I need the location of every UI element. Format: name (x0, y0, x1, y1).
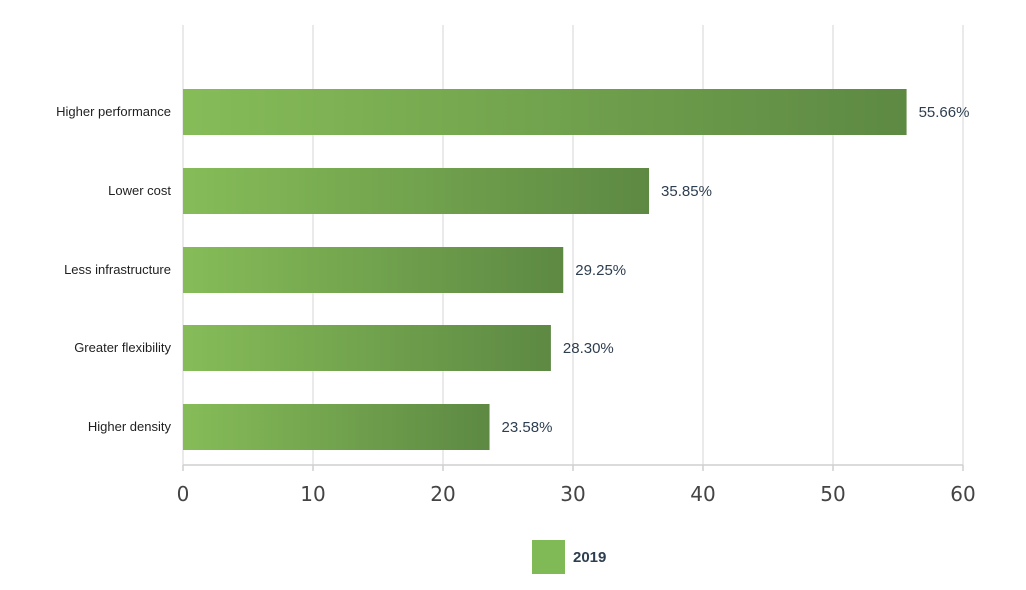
category-label-lower-cost: Lower cost (108, 183, 171, 198)
value-label-greater-flexibility: 28.30% (563, 340, 614, 357)
legend-label-2019: 2019 (573, 549, 606, 566)
bar-less-infrastructure[interactable] (183, 247, 564, 293)
value-label-lower-cost: 35.85% (661, 183, 712, 200)
bar-lower-cost[interactable] (183, 168, 650, 214)
bar-greater-flexibility[interactable] (183, 325, 551, 371)
x-axis: 0 10 20 30 40 50 60 (177, 464, 976, 506)
x-tick-label-0: 0 (177, 482, 190, 506)
category-label-greater-flexibility: Greater flexibility (74, 340, 171, 355)
value-label-less-infrastructure: 29.25% (575, 262, 626, 279)
value-label-higher-density: 23.58% (502, 419, 553, 436)
bars: Higher performance 55.66% Lower cost 35.85%… (56, 89, 969, 450)
legend: 2019 (532, 540, 606, 574)
x-tick-label-30: 30 (560, 482, 585, 506)
x-tick-label-40: 40 (690, 482, 715, 506)
x-tick-label-50: 50 (820, 482, 845, 506)
x-tick-label-60: 60 (950, 482, 975, 506)
legend-swatch-2019[interactable] (532, 540, 565, 574)
value-label-higher-performance: 55.66% (919, 104, 970, 121)
category-label-less-infrastructure: Less infrastructure (64, 262, 171, 277)
x-tick-label-10: 10 (300, 482, 325, 506)
x-tick-label-20: 20 (430, 482, 455, 506)
category-label-higher-density: Higher density (88, 419, 172, 434)
bar-higher-density[interactable] (183, 404, 490, 450)
category-label-higher-performance: Higher performance (56, 104, 171, 119)
bar-higher-performance[interactable] (183, 89, 907, 135)
